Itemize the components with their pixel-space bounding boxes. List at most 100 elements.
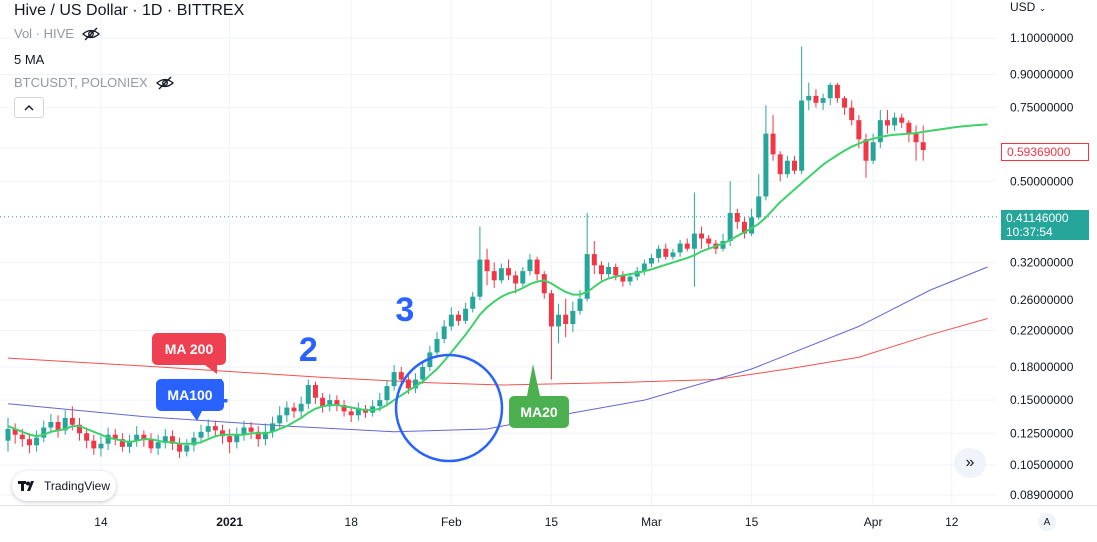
candle <box>541 271 547 299</box>
candle-body <box>906 122 912 134</box>
candle <box>448 307 454 331</box>
legend-btcusdt[interactable]: BTCUSDT, POLONIEX <box>14 75 174 90</box>
candle-body <box>420 366 426 380</box>
candle <box>12 423 18 444</box>
candle-body <box>184 445 190 452</box>
candle <box>41 420 47 443</box>
candle <box>477 226 483 301</box>
currency-label: USD <box>1010 0 1036 14</box>
candle-body <box>77 424 82 434</box>
candle-body <box>577 298 583 311</box>
legend-volume[interactable]: Vol · HIVE <box>14 26 100 41</box>
candle-body <box>12 428 18 435</box>
candle <box>784 155 790 178</box>
candle <box>670 248 676 260</box>
candle <box>842 95 848 116</box>
candle <box>119 433 125 452</box>
scroll-to-realtime-button[interactable]: » <box>954 448 986 478</box>
ma5-line <box>7 123 988 445</box>
candle <box>391 364 397 391</box>
candle-body <box>305 385 311 404</box>
bar-countdown: 10:37:54 <box>1006 225 1053 239</box>
candle-body <box>913 133 919 143</box>
eye-crossed-icon[interactable] <box>155 76 174 90</box>
candle <box>770 115 776 161</box>
chevron-up-icon <box>24 104 34 110</box>
ma200-line <box>7 318 988 386</box>
candle-body <box>541 274 547 294</box>
candle <box>134 426 140 447</box>
candle <box>420 361 426 384</box>
candle <box>498 263 504 284</box>
price-tick-label: 0.22000000 <box>1010 324 1074 338</box>
candle <box>584 212 590 302</box>
candle-body <box>892 117 898 126</box>
candle <box>312 381 318 404</box>
price-tick-label: 0.10500000 <box>1010 458 1074 472</box>
price-tick-label: 0.90000000 <box>1010 67 1074 81</box>
candle <box>320 392 326 413</box>
legend-ma5[interactable]: 5 MA <box>14 52 44 67</box>
candle <box>763 105 769 201</box>
candle-body <box>98 443 104 449</box>
time-tick-label: 2021 <box>216 515 243 529</box>
time-tick-label: Feb <box>441 515 462 529</box>
auto-scale-button[interactable]: A <box>1038 513 1056 531</box>
candle-body <box>255 431 261 440</box>
candle-body <box>62 417 68 431</box>
last-price-value: 0.59369000 <box>1007 145 1071 159</box>
candle-body <box>298 403 304 412</box>
collapse-legend-button[interactable] <box>14 97 44 118</box>
candle <box>48 413 54 432</box>
candle-body <box>162 436 168 443</box>
legend-volume-label: Vol · HIVE <box>14 26 74 41</box>
ma200-callout-box <box>152 333 226 365</box>
price-tick-label: 0.12500000 <box>1010 426 1074 440</box>
candle-body <box>341 405 347 412</box>
candle <box>455 310 461 326</box>
candle <box>162 428 168 449</box>
candle <box>62 410 68 435</box>
candle-body <box>463 308 469 321</box>
candle <box>884 110 890 134</box>
currency-selector[interactable]: USD ⌄ <box>1010 0 1046 14</box>
candle-body <box>684 243 690 249</box>
candle-body <box>277 415 283 424</box>
step-number-3: 3 <box>395 291 414 329</box>
tradingview-badge[interactable]: TradingView <box>12 471 116 501</box>
candle <box>677 240 683 257</box>
candle <box>806 82 812 111</box>
candle <box>434 332 440 358</box>
candle <box>198 424 204 444</box>
candle <box>834 82 840 103</box>
candle <box>291 402 297 418</box>
time-tick-label: 18 <box>345 515 359 529</box>
candle <box>506 259 511 281</box>
candle-body <box>227 436 233 443</box>
candle-body <box>155 442 161 449</box>
candle-body <box>248 427 254 432</box>
candle <box>463 302 469 325</box>
ma100-callout: MA100 <box>156 379 224 421</box>
candle-body <box>777 154 783 175</box>
candle-body <box>41 427 47 438</box>
candle-body <box>220 430 225 437</box>
candle <box>241 420 247 441</box>
candle <box>470 291 476 313</box>
candle-body <box>741 221 747 234</box>
eye-crossed-icon[interactable] <box>81 27 100 41</box>
candle <box>641 259 647 276</box>
chevron-down-icon: ⌄ <box>1038 3 1047 13</box>
candle <box>534 256 540 281</box>
candle-body <box>69 417 75 425</box>
candle <box>827 82 833 106</box>
candle <box>527 254 533 276</box>
last-price-label: 0.59369000 <box>1001 143 1089 161</box>
candle-body <box>405 379 411 389</box>
price-tick-label: 0.26000000 <box>1010 293 1074 307</box>
ma5-series <box>7 123 988 445</box>
candle <box>727 181 733 247</box>
candle-body <box>334 400 340 406</box>
candle <box>691 192 697 287</box>
